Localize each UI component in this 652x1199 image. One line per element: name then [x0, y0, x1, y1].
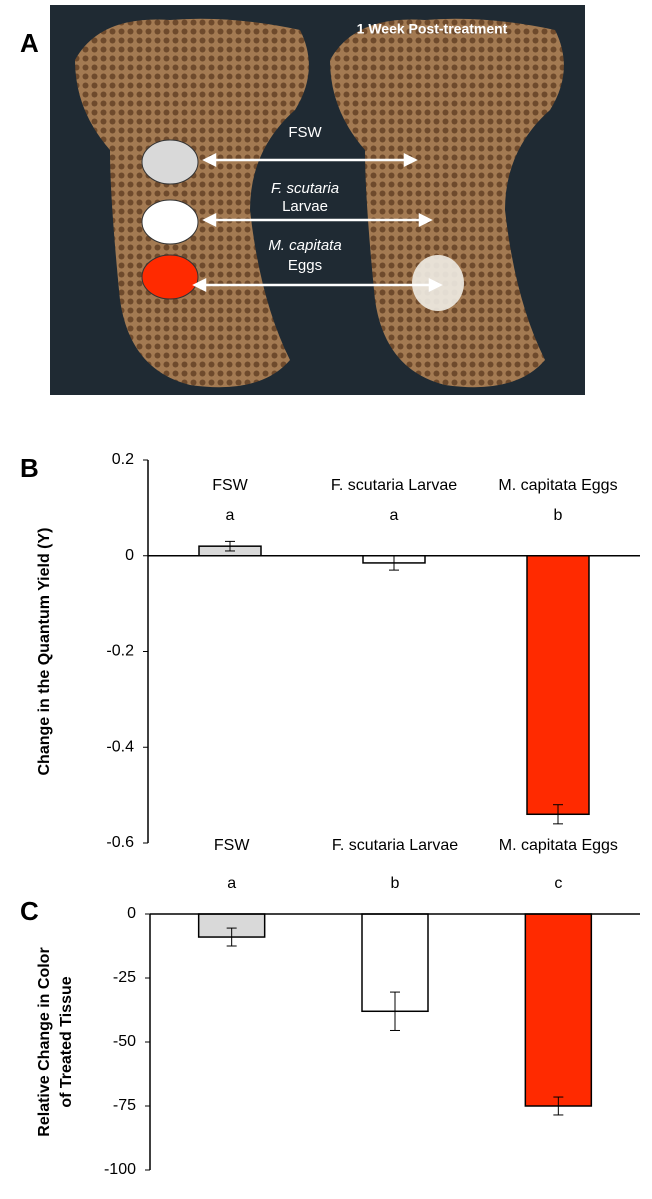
panel-label: B	[20, 453, 39, 483]
bar	[526, 555, 590, 816]
y-tick-label: 0.2	[112, 451, 134, 468]
significance-letter: b	[391, 875, 400, 892]
treatment-label: F. scutaria	[271, 180, 339, 197]
significance-letter: b	[554, 507, 563, 524]
y-axis-label: of Treated Tissue	[58, 976, 75, 1107]
x-tick-label: FSW	[212, 477, 248, 494]
x-tick-label: FSW	[214, 837, 250, 854]
treatment-label: M. capitata	[268, 237, 341, 254]
error-bar	[225, 540, 235, 552]
y-tick-label: -0.4	[106, 738, 134, 755]
treatment-label: Eggs	[288, 257, 322, 274]
treatment-dot	[141, 199, 199, 245]
y-tick-label: -50	[113, 1033, 136, 1050]
arrows	[192, 152, 443, 293]
panel-label: C	[20, 896, 39, 926]
coral-after	[330, 18, 564, 388]
treatment-dot	[141, 254, 199, 300]
photo-title: 1 Week Post-treatment	[357, 21, 508, 37]
y-tick-label: -0.2	[106, 643, 134, 660]
y-tick-label: 0	[127, 905, 136, 922]
treatment-label: FSW	[288, 124, 322, 141]
significance-letter: a	[227, 875, 236, 892]
error-bar	[390, 991, 400, 1031]
error-bar	[553, 1096, 564, 1116]
significance-letter: a	[226, 507, 235, 524]
x-tick-label: M. capitata Eggs	[498, 477, 617, 494]
x-tick-label: F. scutaria Larvae	[331, 477, 457, 494]
treatment-dot	[141, 139, 199, 185]
coral-before	[75, 18, 309, 388]
y-tick-label: -75	[113, 1097, 136, 1114]
y-tick-label: -25	[113, 969, 136, 986]
x-tick-label: M. capitata Eggs	[499, 837, 618, 854]
panel-label: A	[20, 28, 39, 58]
photo-panel: A 1 Week Post-treatment FSW F. scutaria …	[20, 5, 585, 395]
bar	[524, 913, 593, 1107]
y-axis-label: Change in the Quantum Yield (Y)	[36, 527, 53, 775]
y-tick-label: -0.6	[106, 834, 134, 851]
y-tick-label: -100	[104, 1161, 136, 1178]
error-bar	[553, 804, 563, 825]
y-tick-label: 0	[125, 547, 134, 564]
error-bar	[226, 927, 237, 947]
significance-letter: a	[390, 507, 399, 524]
x-tick-label: F. scutaria Larvae	[332, 837, 458, 854]
significance-letter: c	[554, 875, 562, 892]
y-axis-label: Relative Change in Color	[36, 947, 53, 1136]
treatment-label: Larvae	[282, 198, 328, 215]
